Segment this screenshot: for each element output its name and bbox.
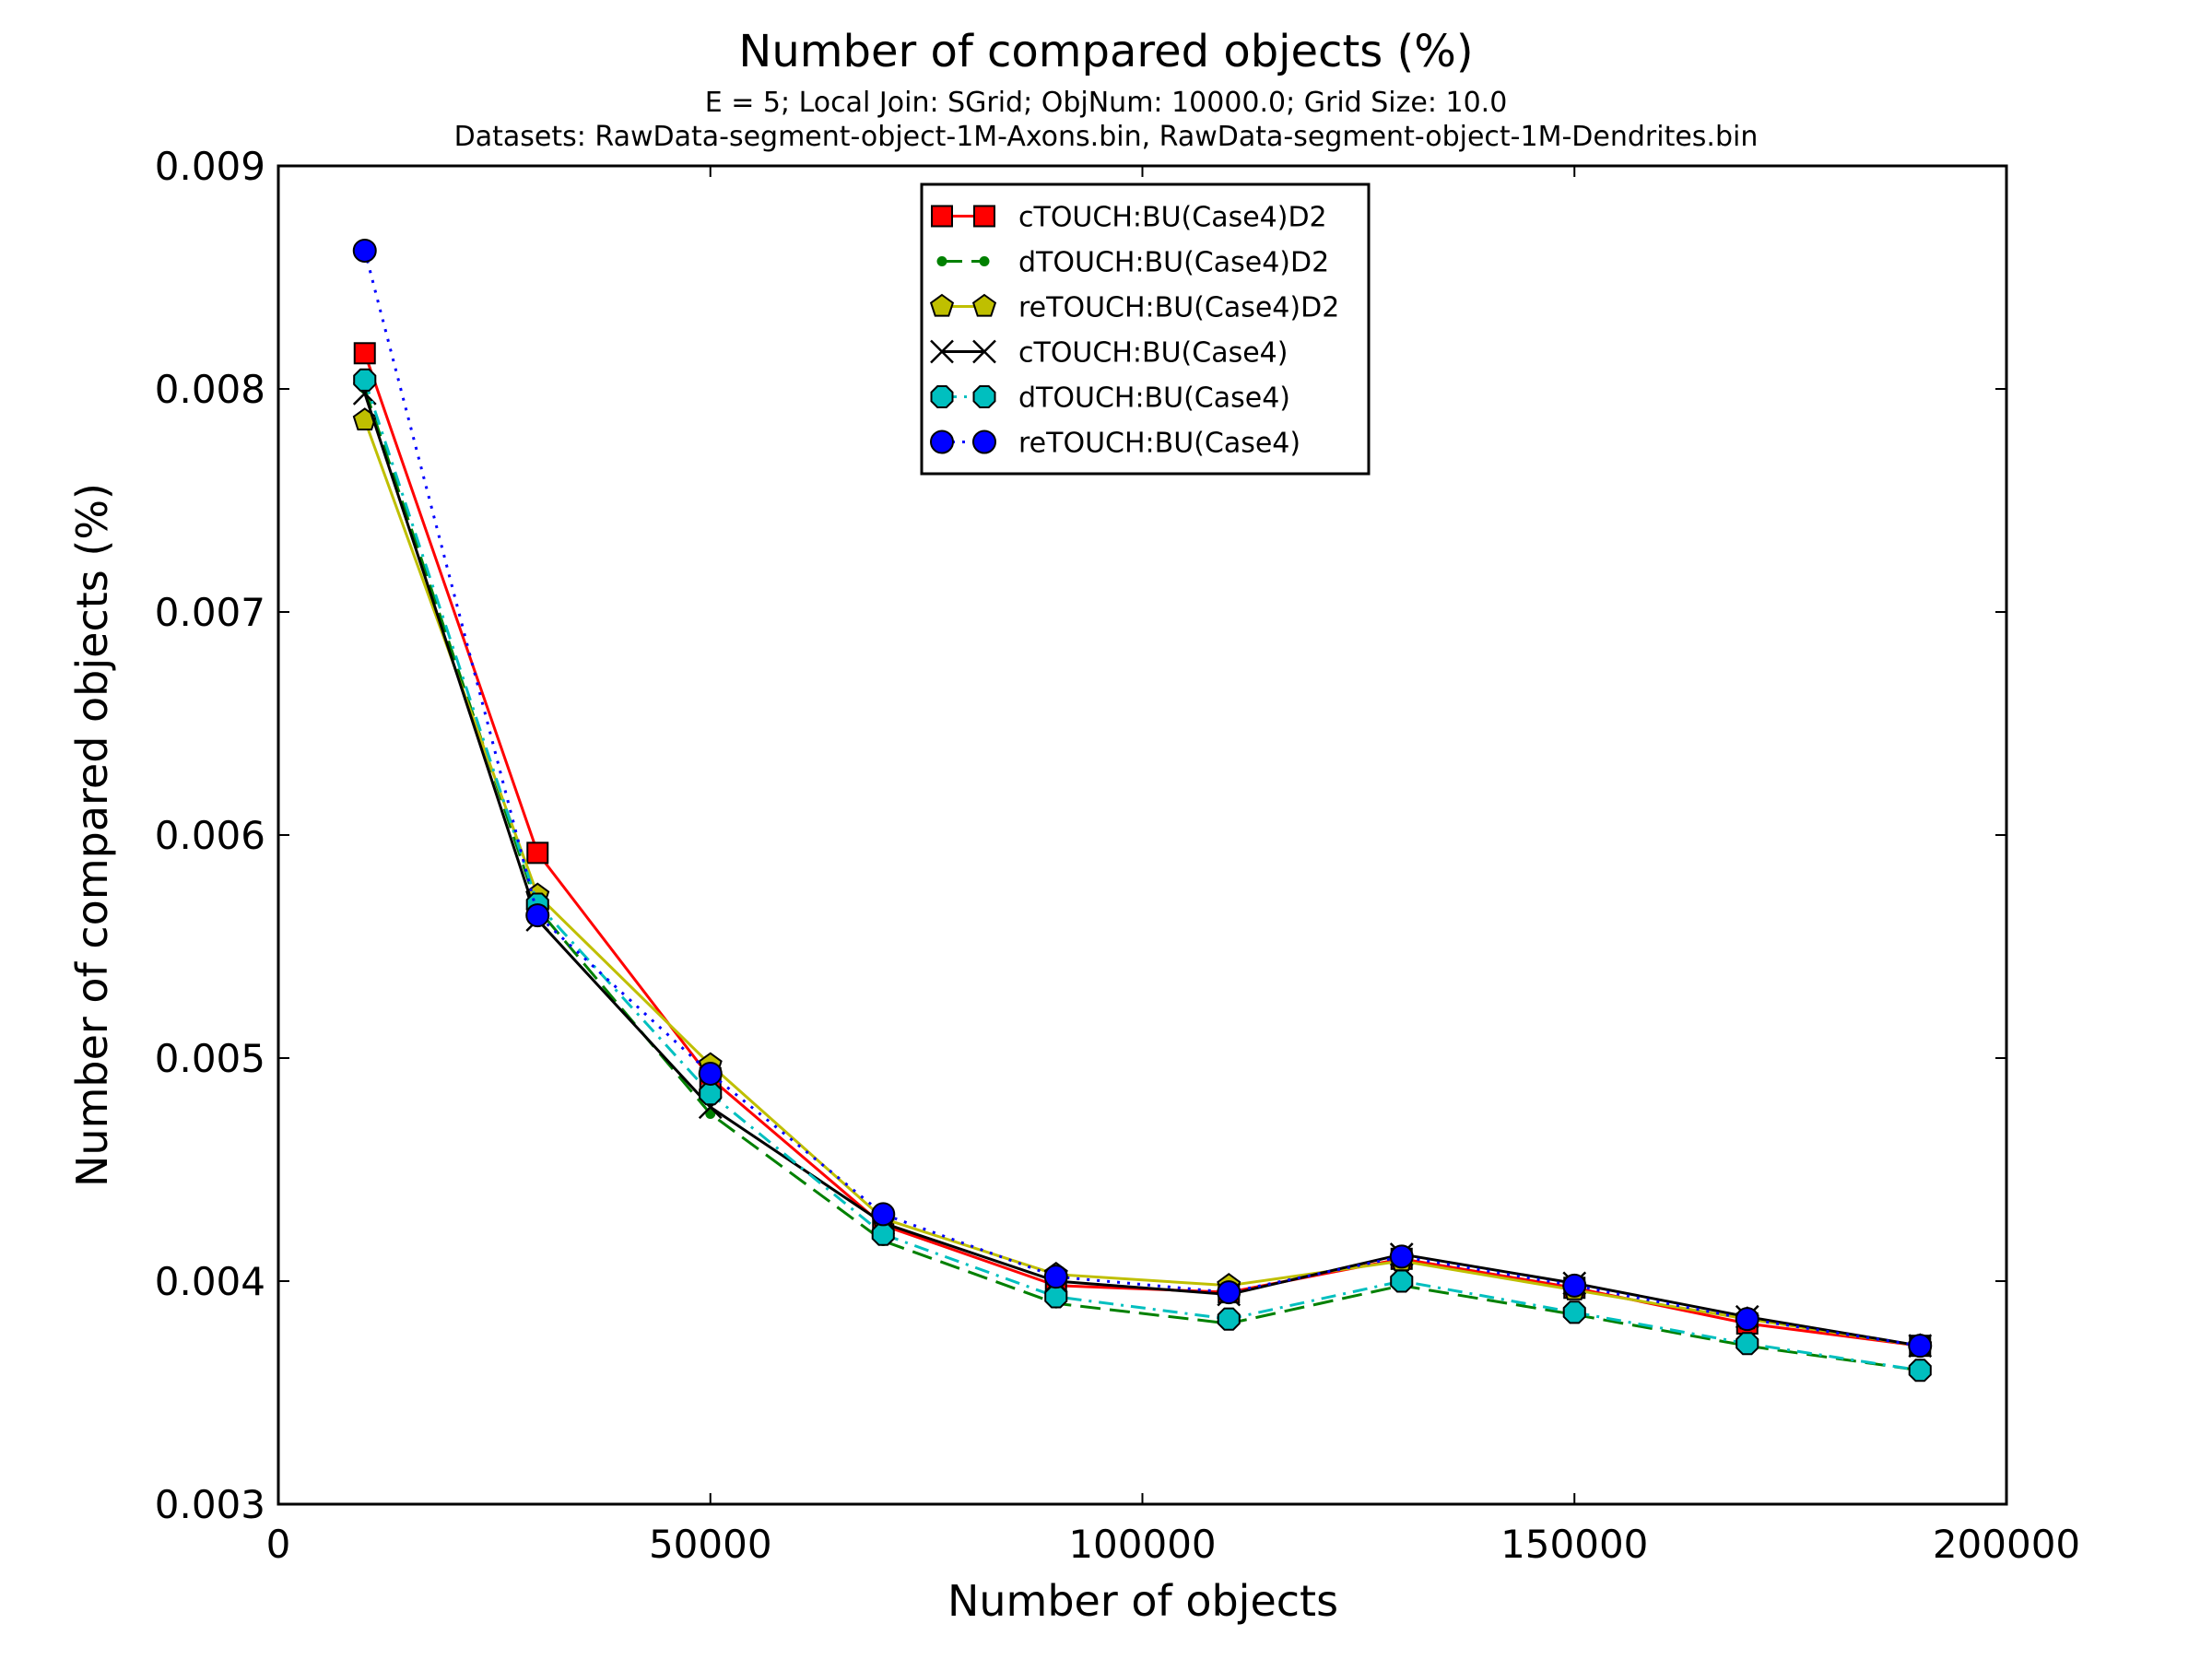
data-point: [705, 1109, 716, 1119]
y-tick-label: 0.003: [155, 1482, 265, 1527]
y-tick-label: 0.005: [155, 1036, 265, 1081]
data-point: [1908, 1334, 1933, 1359]
data-point: [1908, 1359, 1932, 1382]
y-tick-label: 0.009: [155, 144, 265, 189]
series-ctouch-bu-case4-d2: [353, 342, 1932, 1358]
legend-marker: [931, 205, 953, 228]
data-point: [353, 368, 377, 392]
x-tick-label: 100000: [1068, 1522, 1216, 1567]
data-point: [1043, 1265, 1068, 1289]
x-tick-label: 200000: [1933, 1522, 2080, 1567]
legend-label: cTOUCH:BU(Case4): [1018, 337, 1288, 370]
series-dtouch-bu-case4-d2: [359, 383, 1925, 1376]
legend-marker: [929, 293, 955, 317]
data-point: [871, 1202, 896, 1227]
legend-label: reTOUCH:BU(Case4)D2: [1018, 292, 1339, 324]
y-axis-label: Number of compared objects (%): [67, 483, 117, 1187]
legend-marker: [971, 293, 997, 317]
chart-subtitle-line-2: Datasets: RawData-segment-object-1M-Axon…: [454, 121, 1759, 153]
series-line: [363, 352, 1921, 1347]
chart-title: Number of compared objects (%): [738, 26, 1473, 77]
chart-subtitle-line-1: E = 5; Local Join: SGrid; ObjNum: 10000.…: [705, 87, 1508, 119]
data-point: [1390, 1269, 1414, 1293]
data-point: [1217, 1307, 1241, 1331]
y-tick-label: 0.008: [155, 367, 265, 412]
data-point: [698, 1061, 723, 1086]
legend: cTOUCH:BU(Case4)D2 dTOUCH:BU(Case4)D2 reTO…: [920, 182, 1371, 476]
data-point: [1562, 1300, 1586, 1324]
x-axis-label: Number of objects: [947, 1576, 1338, 1626]
data-point: [353, 342, 376, 365]
legend-item-ctouch-bu-case4: cTOUCH:BU(Case4): [930, 337, 1288, 370]
legend-item-retouch-bu-case4-d2: reTOUCH:BU(Case4)D2: [929, 292, 1339, 324]
legend-marker: [973, 205, 995, 228]
legend-item-dtouch-bu-case4: dTOUCH:BU(Case4): [930, 382, 1290, 415]
series-line: [363, 419, 1921, 1347]
y-tick-label: 0.006: [155, 813, 265, 858]
data-point: [1562, 1273, 1587, 1298]
data-point: [1389, 1244, 1414, 1269]
series-dtouch-bu-case4: [353, 368, 1932, 1382]
legend-marker: [979, 256, 990, 266]
plot-area: [352, 238, 1933, 1382]
legend-item-dtouch-bu-case4-d2: dTOUCH:BU(Case4)D2: [936, 247, 1329, 279]
data-point: [1735, 1332, 1759, 1356]
axis-ticks: 0 50000 100000 150000 200000 0.003 0.004 0.005 0…: [155, 144, 2080, 1567]
legend-label: reTOUCH:BU(Case4): [1018, 428, 1300, 460]
legend-label: dTOUCH:BU(Case4): [1018, 382, 1290, 415]
legend-marker: [972, 339, 996, 364]
data-point: [1735, 1307, 1759, 1332]
data-point: [871, 1222, 895, 1246]
series-retouch-bu-case4-d2: [352, 407, 1933, 1357]
legend-item-retouch-bu-case4: reTOUCH:BU(Case4): [930, 428, 1300, 460]
data-point: [525, 903, 550, 928]
legend-marker: [936, 256, 947, 266]
series-ctouch-bu-case4: [352, 381, 1933, 1359]
data-point: [526, 841, 549, 865]
legend-marker: [930, 339, 954, 364]
legend-marker: [972, 385, 996, 408]
series-line: [363, 388, 1921, 1372]
x-tick-label: 150000: [1500, 1522, 1648, 1567]
legend-marker: [930, 385, 954, 408]
plot-frame: [276, 164, 2008, 1506]
data-point: [1044, 1285, 1068, 1309]
legend-frame: [920, 182, 1371, 476]
legend-label: cTOUCH:BU(Case4)D2: [1018, 202, 1327, 234]
y-tick-label: 0.007: [155, 590, 265, 635]
series-line: [363, 393, 1921, 1347]
legend-marker: [972, 429, 996, 454]
series-retouch-bu-case4: [352, 238, 1933, 1359]
data-point: [1217, 1280, 1241, 1305]
legend-item-ctouch-bu-case4-d2: cTOUCH:BU(Case4)D2: [931, 202, 1327, 234]
data-point: [352, 238, 377, 263]
legend-marker: [930, 429, 954, 454]
legend-label: dTOUCH:BU(Case4)D2: [1018, 247, 1329, 279]
data-point: [699, 1082, 723, 1106]
x-tick-label: 0: [266, 1522, 291, 1567]
x-tick-label: 50000: [649, 1522, 772, 1567]
series-line: [363, 379, 1921, 1372]
y-tick-label: 0.004: [155, 1259, 265, 1304]
